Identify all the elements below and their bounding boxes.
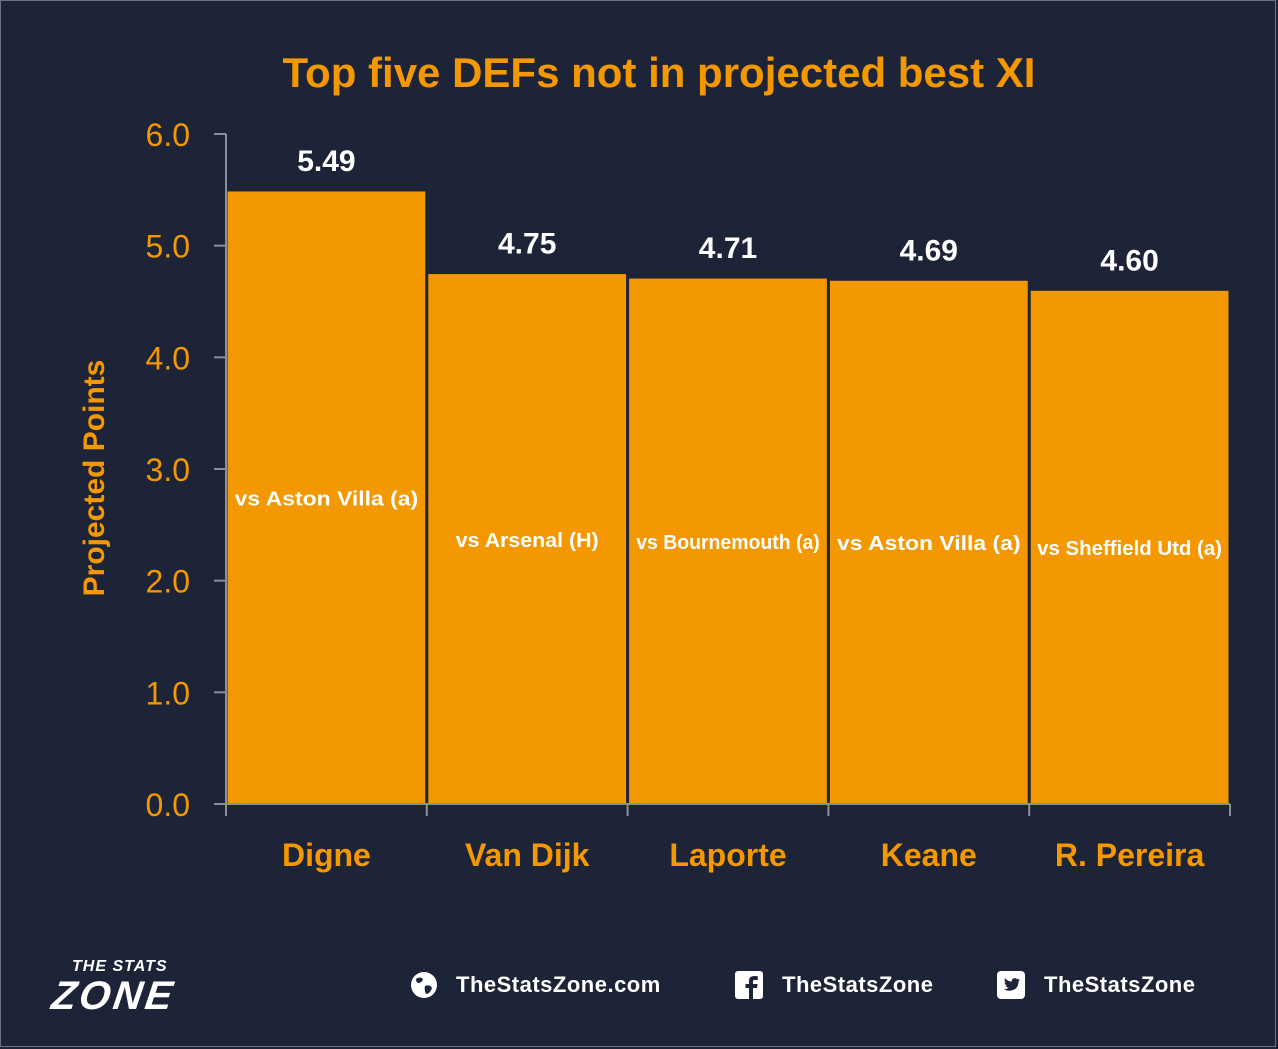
- y-tick-label: 0.0: [146, 787, 190, 823]
- facebook-link[interactable]: TheStatsZone: [732, 970, 933, 1000]
- value-label: 4.75: [498, 228, 556, 261]
- bar-annotation: vs Arsenal (H): [456, 530, 599, 552]
- bar-van-dijk: [427, 273, 628, 805]
- logo-main-text: ZONE: [48, 974, 179, 1018]
- y-tick-label: 2.0: [146, 564, 190, 600]
- x-tick-label: R. Pereira: [1055, 837, 1205, 873]
- bar-keane: [828, 279, 1029, 805]
- x-tick-label: Van Dijk: [465, 837, 590, 873]
- y-tick-label: 3.0: [146, 452, 190, 488]
- y-tick-label: 5.0: [146, 229, 190, 265]
- website-link[interactable]: TheStatsZone.com: [406, 970, 661, 1000]
- bar-annotation: vs Aston Villa (a): [837, 533, 1021, 555]
- bar-annotation: vs Sheffield Utd (a): [1037, 538, 1222, 560]
- bar-r-pereira: [1029, 289, 1230, 805]
- stats-zone-logo: THE STATS ZONE: [48, 954, 272, 1030]
- website-text: TheStatsZone.com: [456, 972, 661, 997]
- facebook-text: TheStatsZone: [782, 972, 934, 997]
- value-label: 4.71: [699, 232, 757, 265]
- bar-chart: Top five DEFs not in projected best XI P…: [78, 49, 1231, 873]
- footer: THE STATS ZONE TheStatsZone.com TheStats…: [0, 940, 1278, 1040]
- value-label: 5.49: [297, 145, 355, 178]
- bar-laporte: [628, 277, 828, 805]
- facebook-icon: [732, 970, 768, 1000]
- bar-annotation: vs Bournemouth (a): [636, 532, 820, 554]
- logo-top-text: THE STATS: [72, 958, 168, 975]
- twitter-text: TheStatsZone: [1044, 972, 1196, 997]
- y-tick-label: 1.0: [146, 675, 190, 711]
- y-tick-label: 4.0: [146, 340, 190, 376]
- x-tick-label: Keane: [881, 837, 977, 873]
- x-tick-label: Laporte: [669, 837, 786, 873]
- bar-annotation: vs Aston Villa (a): [235, 488, 419, 510]
- y-axis-label: Projected Points: [78, 360, 111, 597]
- value-label: 4.69: [900, 234, 958, 267]
- globe-icon: [406, 970, 442, 1000]
- twitter-link[interactable]: TheStatsZone: [994, 970, 1195, 1000]
- bar-digne: [226, 190, 427, 805]
- chart-title: Top five DEFs not in projected best XI: [283, 49, 1036, 96]
- value-label: 4.60: [1100, 244, 1158, 277]
- twitter-icon: [994, 970, 1030, 1000]
- x-tick-label: Digne: [282, 837, 371, 873]
- y-tick-label: 6.0: [146, 117, 190, 153]
